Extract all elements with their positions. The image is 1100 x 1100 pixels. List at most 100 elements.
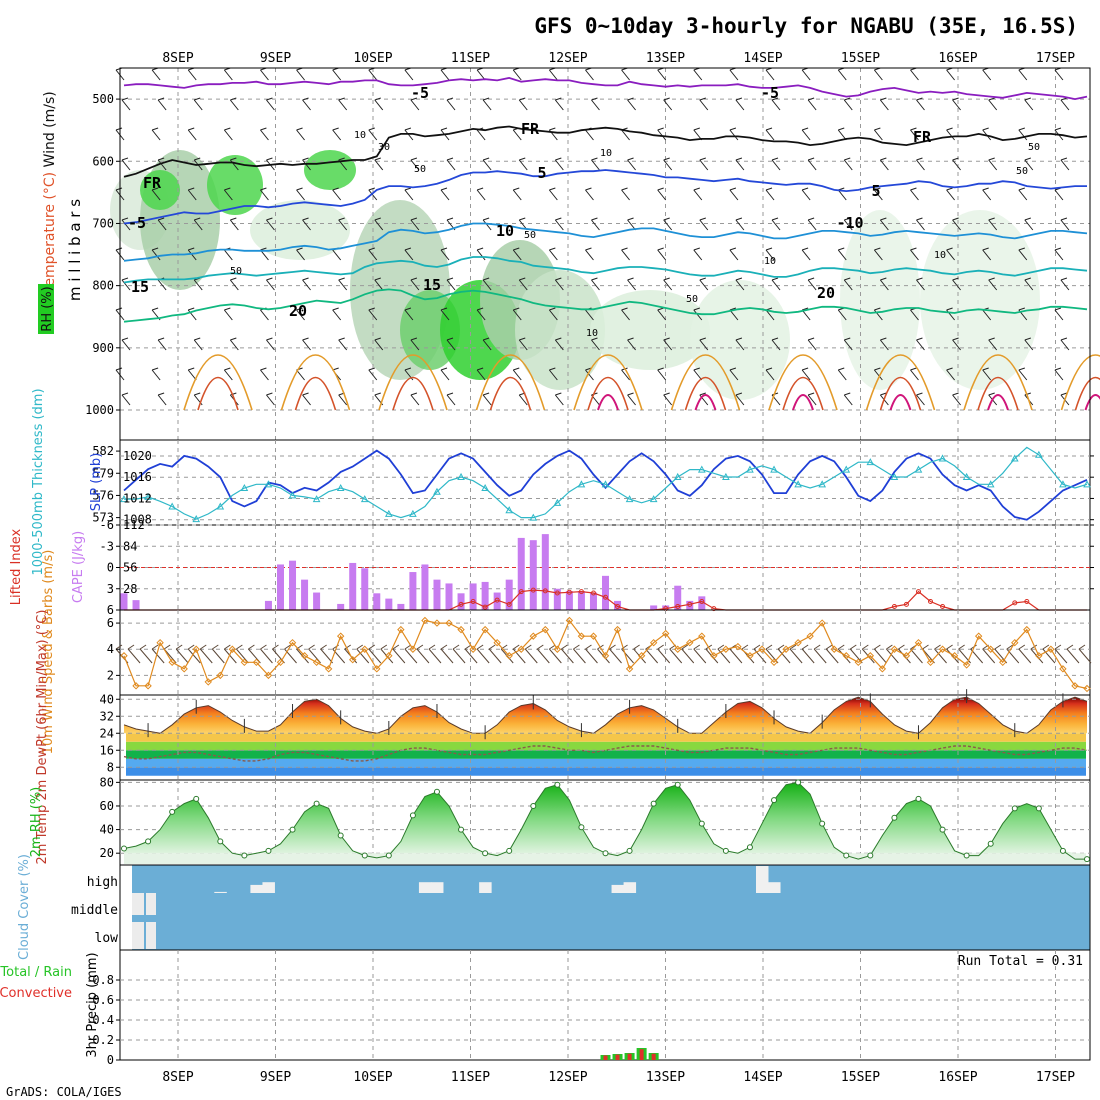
precip-tick-label: 0.4 xyxy=(92,1013,114,1027)
wind-barb xyxy=(699,157,709,171)
bottom-date-label: 10SEP xyxy=(353,1070,392,1085)
wind-speed-point xyxy=(156,638,164,647)
bottom-date-axis: 8SEP 9SEP 10SEP 11SEP 12SEP 13SEP 14SEP 15SEP 16… xyxy=(162,1070,1075,1085)
wind-barb xyxy=(554,217,564,231)
wind-tick-label: 6 xyxy=(107,616,114,630)
upper-air-axis-labels: Temperature (°C) Wind (m/s) RH (%) m i l… xyxy=(38,91,84,334)
barb-staff xyxy=(916,394,925,406)
wind-speed-point xyxy=(661,629,670,638)
temp-contour-arch xyxy=(280,354,351,411)
barb-staff xyxy=(229,219,239,231)
wind-speed-point xyxy=(553,645,562,653)
wind-barb xyxy=(609,644,622,664)
wind-barb xyxy=(548,307,558,321)
wind-barb xyxy=(476,247,486,261)
li-point xyxy=(711,606,717,612)
wind-barb xyxy=(591,97,600,111)
wind-barb xyxy=(765,127,775,141)
wind-barb xyxy=(771,277,781,291)
barb-flag xyxy=(224,307,231,311)
barb-flag xyxy=(151,127,159,131)
barb-staff xyxy=(873,648,887,664)
barb-staff xyxy=(591,219,600,231)
wind-barb xyxy=(332,127,342,141)
pressure-tick-label: 500 xyxy=(92,92,114,106)
barb-flag xyxy=(549,367,556,371)
barb-flag xyxy=(699,97,706,101)
barb-flag xyxy=(1060,337,1068,341)
barb-flag xyxy=(446,97,454,101)
barb-staff xyxy=(151,249,161,261)
barb-flag xyxy=(482,392,490,396)
wind-speed-point xyxy=(361,645,369,653)
barb-flag xyxy=(266,392,273,396)
wind-barb xyxy=(121,97,131,111)
barb-staff xyxy=(910,189,919,201)
barb-staff xyxy=(663,99,673,111)
barb-staff xyxy=(789,648,803,664)
barb-staff xyxy=(482,339,492,351)
barb-staff xyxy=(801,369,811,381)
wind-barb xyxy=(886,644,899,664)
isotherm-label: FR xyxy=(143,174,162,192)
barb-staff xyxy=(843,339,853,351)
thickness-tick-label: 579 xyxy=(92,466,114,480)
wind-barb xyxy=(910,247,919,261)
barb-flag xyxy=(1024,337,1031,341)
wind-speed-point xyxy=(854,658,862,667)
wind-barb xyxy=(663,217,673,231)
wind-barb xyxy=(843,392,853,406)
wind-barb xyxy=(518,157,528,171)
barb-flag xyxy=(121,217,129,221)
wind-speed-point xyxy=(710,652,718,660)
wind-speed-point xyxy=(806,632,814,640)
wind-barb xyxy=(548,247,558,261)
barb-staff xyxy=(693,309,703,321)
barb-staff xyxy=(946,69,955,81)
wind-speed-point xyxy=(228,645,237,653)
barb-flag xyxy=(627,392,634,396)
wind-barb xyxy=(573,644,586,664)
barb-flag xyxy=(916,157,923,161)
barb-flag xyxy=(230,157,237,161)
barb-staff xyxy=(121,219,131,231)
wind-barb xyxy=(223,367,233,381)
rh-point xyxy=(915,795,922,802)
top-date-label: 15SEP xyxy=(841,51,880,66)
temp-area xyxy=(124,697,1087,734)
barb-flag xyxy=(916,217,923,221)
wind-barb xyxy=(735,157,745,171)
barb-flag xyxy=(886,644,893,650)
wind-barb xyxy=(1018,247,1028,261)
wind-speed-point xyxy=(746,652,754,660)
barb-flag xyxy=(735,97,743,101)
barb-flag xyxy=(175,644,183,650)
barb-staff xyxy=(410,219,420,231)
barb-staff xyxy=(151,189,161,201)
temp-tick-label: 8 xyxy=(107,760,114,774)
barb-flag xyxy=(952,337,959,341)
barb-flag xyxy=(446,337,454,341)
rh-shaded-region xyxy=(590,290,710,370)
barb-staff xyxy=(735,339,745,351)
barb-staff xyxy=(735,159,745,171)
wind-barb xyxy=(266,277,275,291)
li-point xyxy=(506,601,512,607)
temp-contour-arch xyxy=(889,394,912,411)
wind-barb xyxy=(296,247,305,261)
cape-bar xyxy=(132,600,140,610)
li-point xyxy=(903,601,909,607)
barb-flag xyxy=(880,157,887,161)
barb-flag xyxy=(338,337,345,341)
barb-flag xyxy=(952,157,959,161)
barb-staff xyxy=(988,279,998,291)
barb-staff xyxy=(879,99,889,111)
thickness-point xyxy=(1083,480,1091,488)
li-tick-label: -6 xyxy=(100,518,114,532)
barb-staff xyxy=(536,648,550,664)
barb-flag xyxy=(621,307,628,311)
barb-staff xyxy=(1018,69,1028,81)
barb-staff xyxy=(1018,249,1028,261)
pressure-tick-label: 1000 xyxy=(85,403,114,417)
